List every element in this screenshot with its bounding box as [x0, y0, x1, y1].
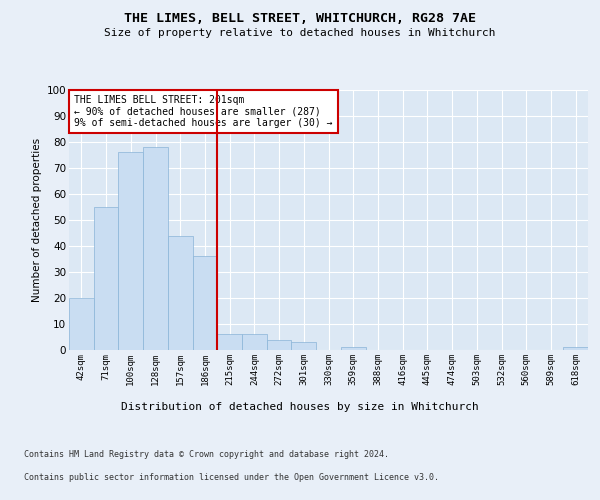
- Bar: [242, 334, 267, 350]
- Bar: [563, 348, 588, 350]
- Bar: [69, 298, 94, 350]
- Text: Contains public sector information licensed under the Open Government Licence v3: Contains public sector information licen…: [24, 472, 439, 482]
- Bar: [143, 147, 168, 350]
- Bar: [193, 256, 217, 350]
- Bar: [118, 152, 143, 350]
- Bar: [267, 340, 292, 350]
- Bar: [292, 342, 316, 350]
- Text: Distribution of detached houses by size in Whitchurch: Distribution of detached houses by size …: [121, 402, 479, 412]
- Text: THE LIMES BELL STREET: 201sqm
← 90% of detached houses are smaller (287)
9% of s: THE LIMES BELL STREET: 201sqm ← 90% of d…: [74, 95, 332, 128]
- Text: THE LIMES, BELL STREET, WHITCHURCH, RG28 7AE: THE LIMES, BELL STREET, WHITCHURCH, RG28…: [124, 12, 476, 26]
- Bar: [217, 334, 242, 350]
- Text: Contains HM Land Registry data © Crown copyright and database right 2024.: Contains HM Land Registry data © Crown c…: [24, 450, 389, 459]
- Y-axis label: Number of detached properties: Number of detached properties: [32, 138, 43, 302]
- Text: Size of property relative to detached houses in Whitchurch: Size of property relative to detached ho…: [104, 28, 496, 38]
- Bar: [94, 207, 118, 350]
- Bar: [341, 348, 365, 350]
- Bar: [168, 236, 193, 350]
